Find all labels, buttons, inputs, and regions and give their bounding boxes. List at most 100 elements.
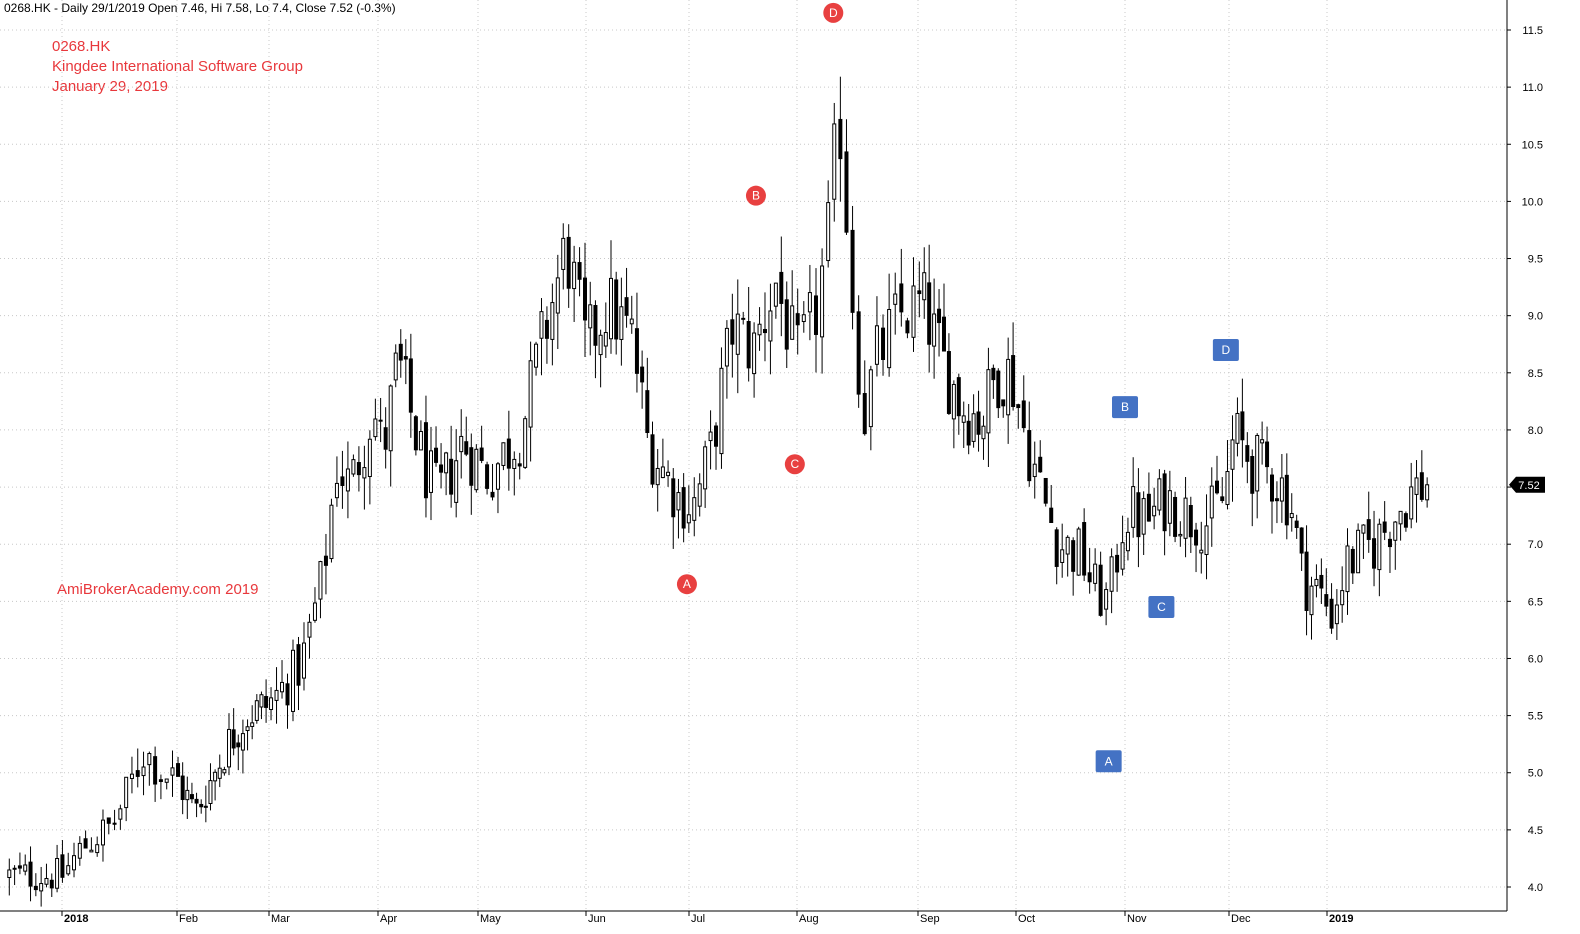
x-tick-label: 2018 — [64, 913, 88, 925]
candle-body — [217, 767, 222, 779]
candle-body — [1194, 529, 1199, 546]
candle-body — [655, 467, 660, 486]
candle-body — [550, 302, 555, 340]
candle-body — [340, 476, 345, 486]
candle-body — [1403, 513, 1408, 528]
candle-body — [1299, 527, 1304, 554]
candle-body — [449, 458, 454, 495]
y-tick-label: 8.5 — [1528, 368, 1543, 380]
candle-body — [428, 450, 433, 493]
candle-body — [1021, 400, 1026, 429]
candle-body — [1027, 430, 1032, 482]
candle-body — [147, 753, 152, 766]
x-tick-label: Apr — [380, 913, 397, 925]
candle-body — [12, 867, 17, 870]
candle-body — [1104, 589, 1109, 610]
pattern-marker-blue-b — [1112, 396, 1138, 419]
candle-body — [1265, 441, 1270, 468]
candle-body — [112, 822, 117, 825]
candle-body — [373, 418, 378, 438]
candle-body — [807, 292, 812, 313]
x-tick-label: May — [480, 913, 501, 925]
candle-body — [100, 819, 105, 846]
y-tick-label: 5.5 — [1528, 711, 1543, 723]
candle-body — [1398, 510, 1403, 525]
candle-body — [39, 883, 44, 892]
candle-body — [459, 435, 464, 453]
candle-body — [856, 311, 861, 395]
chart-symbol: 0268.HK — [52, 38, 111, 55]
candle-body — [33, 885, 38, 891]
candle-body — [598, 334, 603, 356]
candle-body — [1109, 556, 1114, 592]
candle-body — [408, 358, 413, 413]
candle-body — [1289, 513, 1294, 519]
y-tick-label: 11.0 — [1522, 82, 1543, 94]
candle-body — [1152, 505, 1157, 517]
candle-body — [213, 771, 218, 782]
candle-body — [280, 681, 285, 693]
candle-body — [60, 854, 65, 878]
candle-body — [170, 767, 175, 776]
candle-body — [917, 290, 922, 295]
candle-body — [1350, 548, 1355, 574]
candle-body — [495, 463, 500, 490]
candle-body — [307, 621, 312, 638]
candle-body — [1157, 478, 1162, 511]
candle-body — [356, 462, 361, 476]
candle-body — [645, 390, 650, 434]
candle-body — [986, 369, 991, 434]
y-tick-label: 6.5 — [1528, 596, 1543, 608]
chart-header-info: 0268.HK - Daily 29/1/2019 Open 7.46, Hi … — [4, 1, 396, 15]
candle-body — [1284, 474, 1289, 526]
candle-body — [719, 367, 724, 455]
candle-body — [1120, 542, 1125, 570]
candle-body — [971, 413, 976, 442]
candle-body — [176, 763, 181, 777]
candle-body — [561, 237, 566, 270]
candle-body — [83, 838, 88, 849]
candle-body — [164, 778, 169, 783]
candle-body — [1382, 521, 1387, 533]
candle-body — [1054, 529, 1059, 567]
candle-body — [291, 649, 296, 712]
pattern-marker-blue-a — [1095, 750, 1122, 773]
candle-body — [887, 309, 892, 369]
candle-body — [1414, 477, 1419, 495]
candle-body — [1225, 471, 1230, 506]
candle-body — [932, 313, 937, 347]
candle-body — [1250, 456, 1255, 494]
candle-body — [1334, 604, 1339, 625]
candle-body — [1324, 594, 1329, 607]
candle-body — [318, 561, 323, 600]
candle-body — [784, 299, 789, 350]
candle-body — [826, 202, 831, 262]
candle-body — [996, 370, 1001, 409]
candle-body — [1001, 399, 1006, 407]
candle-body — [671, 478, 676, 518]
candle-body — [735, 313, 740, 355]
candle-body — [714, 425, 719, 447]
candle-body — [388, 385, 393, 452]
candle-body — [832, 123, 837, 200]
y-tick-label: 4.5 — [1528, 825, 1543, 837]
candle-body — [795, 313, 800, 326]
x-tick-label: Feb — [179, 913, 198, 925]
candle-body — [1329, 598, 1334, 629]
candle-body — [129, 773, 134, 779]
candle-body — [603, 332, 608, 347]
candle-body — [1183, 497, 1188, 539]
candle-body — [686, 514, 691, 524]
candle-body — [1260, 439, 1265, 444]
candle-body — [752, 332, 757, 375]
candle-body — [1115, 554, 1120, 573]
candle-body — [1188, 505, 1193, 538]
candle-body — [874, 325, 879, 365]
candle-body — [1178, 533, 1183, 537]
candle-body — [1038, 456, 1043, 473]
watermark-text: AmiBrokerAcademy.com 2019 — [57, 581, 259, 598]
candle-body — [1167, 490, 1172, 524]
pattern-marker-red-label: C — [791, 457, 800, 471]
candle-body — [189, 794, 194, 800]
candle-body — [485, 464, 490, 489]
